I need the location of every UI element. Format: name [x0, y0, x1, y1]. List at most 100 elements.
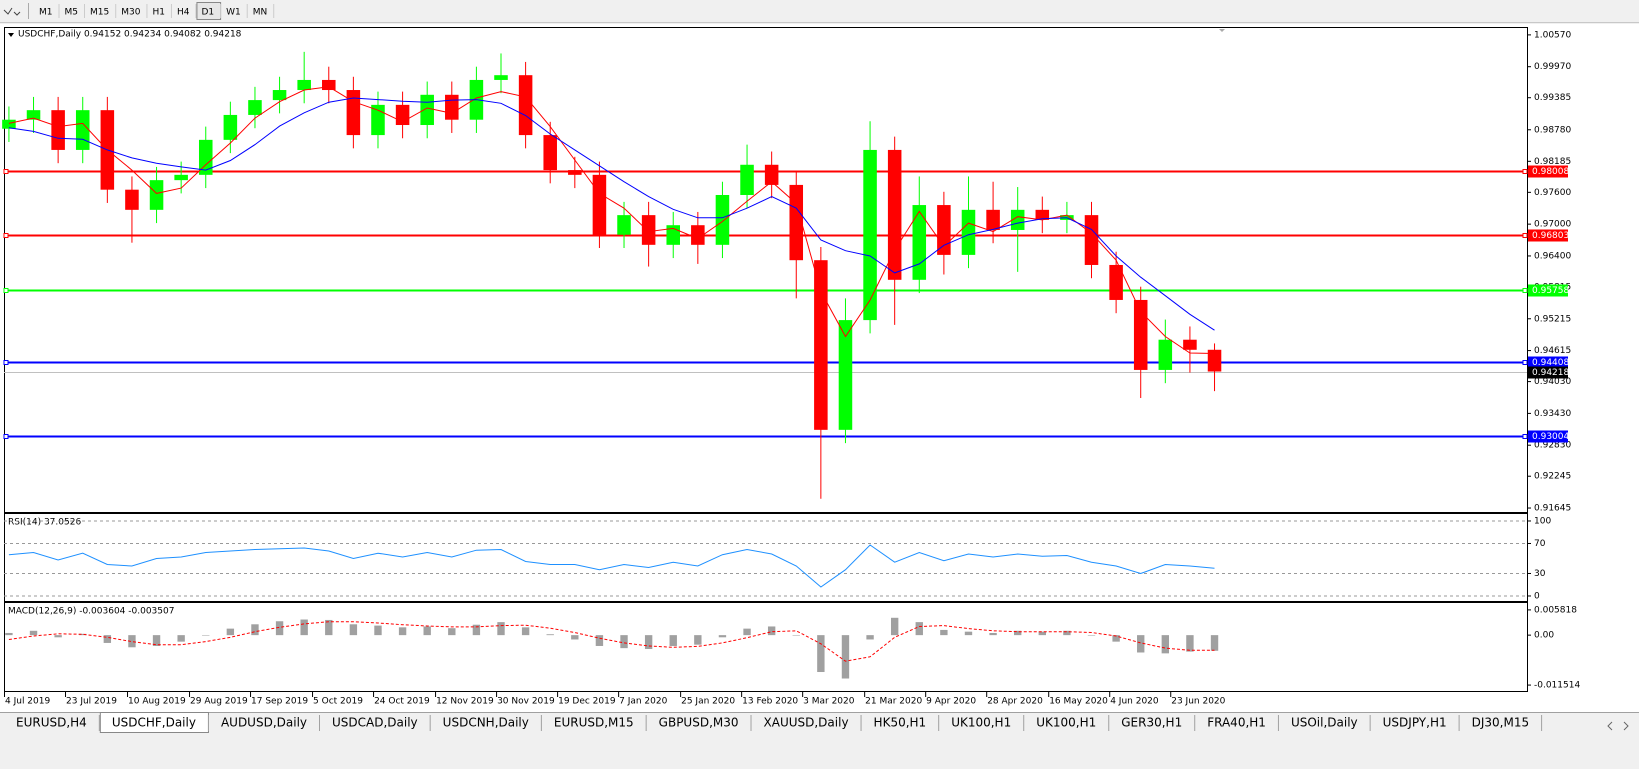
- histogram-bar: [521, 627, 530, 636]
- y-tick-label: 0.92245: [1534, 472, 1571, 482]
- chart-tab-label[interactable]: UK100,H1: [1036, 716, 1096, 730]
- timeframe-label[interactable]: M1: [39, 8, 53, 18]
- candle-body: [125, 189, 139, 210]
- x-tick-label: 21 Mar 2020: [865, 697, 922, 707]
- histogram-bar: [890, 617, 899, 636]
- y-tick-label: 0.99385: [1534, 93, 1571, 103]
- x-tick-label: 23 Jun 2020: [1171, 697, 1225, 707]
- histogram-bar: [817, 635, 825, 673]
- histogram-bar: [5, 632, 13, 636]
- timeframe-label[interactable]: M30: [121, 8, 140, 18]
- level-price-label: 0.96803: [1532, 231, 1569, 241]
- timeframe-label[interactable]: H4: [177, 8, 190, 18]
- candle-body: [863, 149, 877, 321]
- candle-body: [346, 90, 361, 136]
- candle-body: [51, 110, 65, 150]
- timeframe-label[interactable]: W1: [226, 8, 241, 18]
- histogram-bar: [1014, 630, 1022, 636]
- x-tick-label: 23 Jul 2019: [66, 697, 117, 707]
- y-tick-label: 0.98780: [1534, 125, 1571, 135]
- chart-tab-label[interactable]: FRA40,H1: [1207, 716, 1266, 730]
- chart-tab-label[interactable]: GER30,H1: [1121, 716, 1182, 730]
- candle-body: [691, 225, 705, 245]
- y-tick-label: 70: [1534, 539, 1546, 549]
- chart-tab-label[interactable]: AUDUSD,Daily: [221, 716, 307, 730]
- candle-body: [814, 260, 828, 430]
- y-tick-label: 30: [1534, 569, 1546, 579]
- level-handle: [3, 233, 9, 238]
- y-tick-label: 0.94030: [1534, 377, 1571, 387]
- histogram-bar: [718, 635, 727, 638]
- histogram-bar: [1186, 635, 1194, 652]
- chart-tab-label[interactable]: USDCNH,Daily: [443, 716, 529, 730]
- timeframe-label[interactable]: M5: [65, 8, 79, 18]
- candle-body: [75, 110, 90, 150]
- histogram-bar: [152, 635, 161, 646]
- timeframe-label[interactable]: MN: [253, 8, 268, 18]
- candle-body: [838, 320, 853, 430]
- x-tick-label: 3 Mar 2020: [803, 697, 855, 707]
- histogram-bar: [325, 619, 333, 636]
- histogram-bar: [472, 624, 481, 636]
- y-tick-label: 0.99970: [1534, 62, 1571, 72]
- indicator-line: [8, 621, 1215, 662]
- timeframe-label[interactable]: D1: [201, 8, 214, 18]
- histogram-bar: [1137, 635, 1145, 653]
- level-handle: [3, 434, 9, 439]
- candle-body: [937, 205, 951, 255]
- indicator-title: MACD(12,26,9) -0.003604 -0.003507: [8, 607, 174, 617]
- tab-scroll[interactable]: [1607, 721, 1629, 731]
- chart-tab-label[interactable]: USDCHF,Daily: [112, 716, 196, 730]
- y-tick-label: 0.96400: [1534, 251, 1571, 261]
- candle-body: [789, 184, 804, 261]
- histogram-bar: [620, 635, 628, 649]
- chart-tab-label[interactable]: EURUSD,H4: [16, 716, 87, 730]
- candle-body: [617, 215, 631, 235]
- candle-body: [272, 90, 287, 101]
- chart-tab-label[interactable]: GBPUSD,M30: [659, 716, 739, 730]
- level-price-label: 0.95758: [1532, 286, 1569, 296]
- candle-body: [1035, 209, 1050, 220]
- level-price-label: 0.98008: [1532, 167, 1569, 177]
- x-tick-label: 16 May 2020: [1049, 697, 1108, 707]
- chart-tab-label[interactable]: UK100,H1: [951, 716, 1011, 730]
- level-handle: [1522, 434, 1528, 439]
- level-handle: [3, 169, 9, 174]
- y-tick-label: 0.97600: [1534, 188, 1571, 198]
- chart-tab-label[interactable]: DJ30,M15: [1472, 716, 1530, 730]
- candle-body: [248, 100, 262, 115]
- chart-tab-label[interactable]: EURUSD,M15: [554, 716, 634, 730]
- timeframe-label[interactable]: H1: [152, 8, 165, 18]
- level-price-box: [1528, 430, 1568, 443]
- histogram-bar: [964, 631, 973, 636]
- toolbar-icon[interactable]: [3, 7, 21, 16]
- chart-tab-label[interactable]: USDJPY,H1: [1383, 716, 1447, 730]
- histogram-bar: [54, 635, 62, 638]
- chart-frame: [4, 27, 1528, 692]
- candle-body: [764, 164, 779, 185]
- histogram-bar: [202, 635, 210, 636]
- histogram-bar: [103, 635, 112, 643]
- histogram-bar: [1210, 635, 1219, 651]
- chart-menu-triangle[interactable]: [8, 33, 14, 37]
- x-tick-label: 30 Nov 2019: [497, 697, 555, 707]
- level-price-box: [1528, 165, 1568, 178]
- level-handle: [1522, 233, 1528, 238]
- chart-tab-label[interactable]: USDCAD,Daily: [332, 716, 418, 730]
- shift-marker: [1219, 29, 1225, 32]
- histogram-bar: [497, 622, 505, 636]
- candle-body: [2, 119, 16, 129]
- chart-tab-label[interactable]: HK50,H1: [874, 716, 927, 730]
- x-tick-label: 7 Jan 2020: [619, 697, 667, 707]
- y-tick-label: 0.93430: [1534, 409, 1571, 419]
- timeframe-label[interactable]: M15: [90, 8, 109, 18]
- candle-body: [961, 209, 976, 255]
- histogram-bar: [374, 625, 382, 636]
- tab-bar: [0, 712, 1639, 769]
- toolbar: [0, 0, 1639, 22]
- chart-tab-label[interactable]: XAUUSD,Daily: [764, 716, 849, 730]
- current-price-box: [1528, 366, 1568, 379]
- x-tick-label: 19 Dec 2019: [558, 697, 616, 707]
- chart-tab-label[interactable]: USOil,Daily: [1291, 716, 1358, 730]
